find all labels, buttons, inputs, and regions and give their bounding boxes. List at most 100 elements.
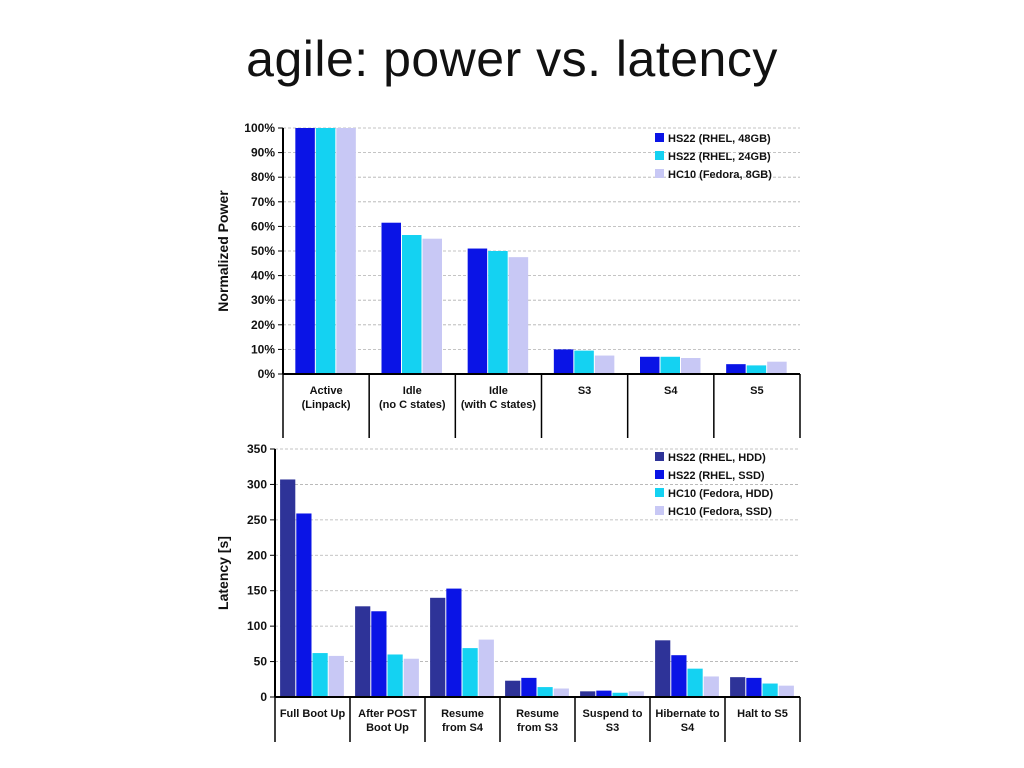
bar: [726, 364, 746, 374]
y-tick-label: 40%: [251, 269, 275, 283]
y-tick-label: 10%: [251, 342, 275, 356]
y-tick-label: 90%: [251, 146, 275, 160]
y-tick-label: 150: [247, 584, 267, 598]
x-tick-label: S4: [664, 385, 678, 397]
bar: [478, 639, 494, 697]
x-tick-label: Resume: [516, 708, 559, 720]
bar: [537, 687, 553, 697]
legend-swatch: [655, 169, 664, 178]
y-tick-label: 70%: [251, 195, 275, 209]
x-tick-label: S3: [606, 722, 619, 734]
y-tick-label: 20%: [251, 318, 275, 332]
x-tick-label: from S4: [442, 722, 484, 734]
bar: [381, 222, 401, 374]
bar: [553, 349, 574, 374]
y-tick-label: 50%: [251, 244, 275, 258]
legend-label: HC10 (Fedora, 8GB): [668, 169, 772, 181]
bar: [355, 606, 371, 697]
bar: [640, 356, 660, 374]
bar: [767, 361, 787, 374]
x-tick-label: S3: [578, 385, 591, 397]
bar: [594, 355, 615, 374]
bar: [402, 235, 422, 374]
legend-label: HS22 (RHEL, 24GB): [668, 151, 771, 163]
y-tick-label: 50: [254, 655, 268, 669]
bar: [430, 597, 446, 697]
x-tick-label: (no C states): [379, 399, 446, 411]
bar: [778, 685, 794, 697]
bar: [315, 128, 336, 374]
bar: [521, 677, 537, 697]
y-tick-label: 30%: [251, 293, 275, 307]
bar: [508, 257, 529, 374]
bar: [703, 676, 719, 697]
x-tick-label: Halt to S5: [737, 708, 788, 720]
bar: [462, 648, 478, 697]
bar: [612, 692, 628, 697]
legend-label: HS22 (RHEL, HDD): [668, 452, 766, 464]
bar: [730, 677, 746, 697]
y-axis-title: Normalized Power: [215, 190, 231, 312]
x-tick-label: (with C states): [461, 399, 537, 411]
x-tick-label: Full Boot Up: [280, 708, 346, 720]
slide-title: agile: power vs. latency: [246, 31, 778, 87]
legend-swatch: [655, 452, 664, 461]
bar: [371, 611, 387, 697]
x-tick-label: from S3: [517, 722, 558, 734]
legend-label: HS22 (RHEL, 48GB): [668, 133, 771, 145]
bar: [762, 683, 778, 697]
x-tick-label: Resume: [441, 708, 484, 720]
bar: [403, 658, 419, 697]
legend-swatch: [655, 470, 664, 479]
legend-label: HS22 (RHEL, SSD): [668, 470, 765, 482]
bar: [655, 640, 671, 697]
x-tick-label: S5: [750, 385, 763, 397]
y-tick-label: 0%: [258, 367, 276, 381]
bar: [422, 238, 442, 374]
y-tick-label: 350: [247, 442, 267, 456]
bar: [553, 688, 569, 697]
bar: [467, 248, 488, 374]
y-tick-label: 60%: [251, 219, 275, 233]
bar: [488, 251, 508, 374]
bar: [574, 350, 594, 374]
y-axis-title: Latency [s]: [215, 536, 231, 610]
legend-swatch: [655, 151, 664, 160]
x-tick-label: Suspend to: [583, 708, 643, 720]
y-tick-label: 0: [260, 690, 267, 704]
x-tick-label: After POST: [358, 708, 417, 720]
y-tick-label: 250: [247, 513, 267, 527]
x-tick-label: Hibernate to: [655, 708, 719, 720]
y-tick-label: 100%: [244, 121, 275, 135]
bar: [387, 654, 403, 697]
y-tick-label: 200: [247, 548, 267, 562]
y-tick-label: 80%: [251, 170, 275, 184]
bar: [671, 655, 687, 697]
x-tick-label: Boot Up: [366, 722, 409, 734]
bar: [746, 677, 762, 697]
legend-label: HC10 (Fedora, SSD): [668, 506, 772, 518]
y-tick-label: 300: [247, 477, 267, 491]
bar: [336, 128, 356, 374]
y-tick-label: 100: [247, 619, 267, 633]
bar: [446, 588, 462, 697]
bar: [681, 358, 701, 374]
x-tick-label: Active: [310, 385, 343, 397]
bar: [746, 365, 767, 374]
legend-label: HC10 (Fedora, HDD): [668, 488, 773, 500]
x-tick-label: (Linpack): [302, 399, 351, 411]
legend-swatch: [655, 506, 664, 515]
bar: [660, 356, 680, 374]
legend-swatch: [655, 488, 664, 497]
bar: [505, 680, 521, 697]
bar: [580, 691, 596, 697]
bar: [328, 655, 344, 697]
legend-swatch: [655, 133, 664, 142]
x-tick-label: Idle: [403, 385, 422, 397]
bar: [596, 690, 612, 697]
bar: [280, 479, 296, 697]
bar: [628, 691, 644, 697]
x-tick-label: Idle: [489, 385, 508, 397]
